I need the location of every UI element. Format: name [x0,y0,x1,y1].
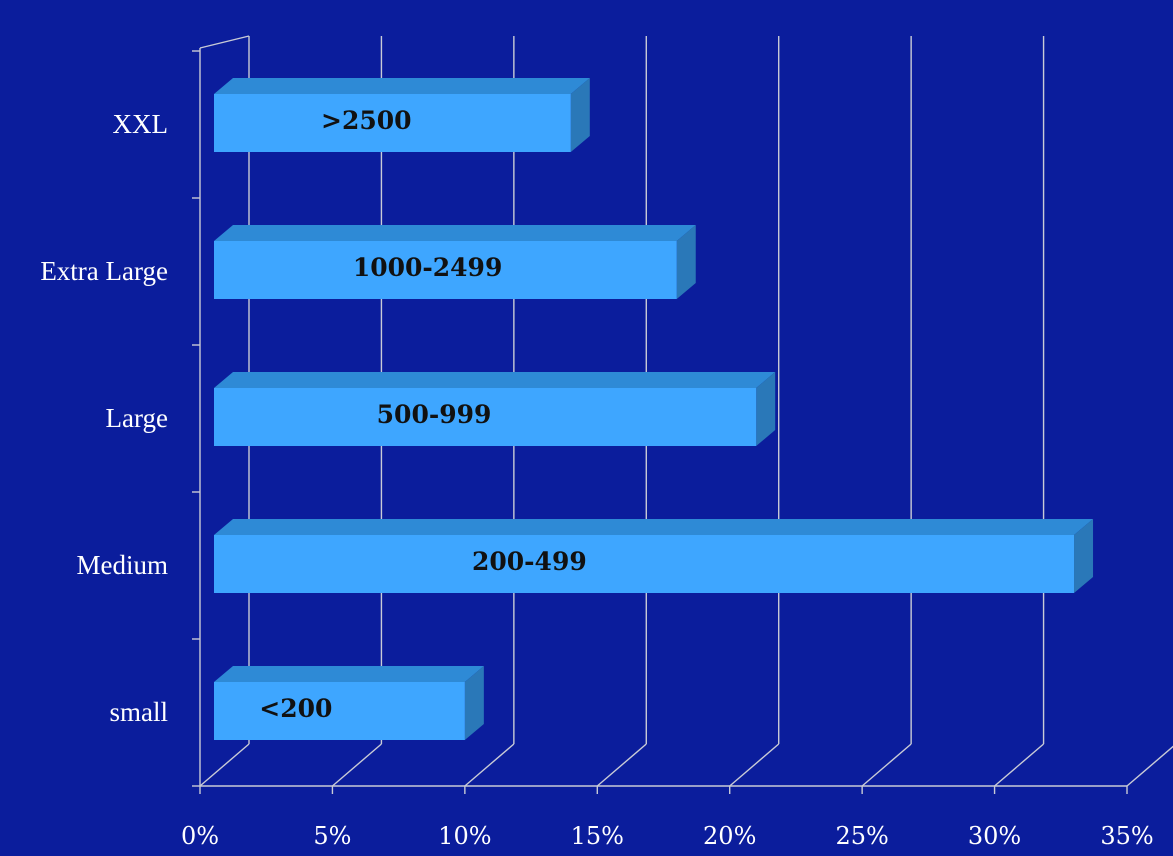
floor-gridline [464,743,515,787]
x-tick-label: 20% [703,822,756,850]
category-label: small [110,697,169,727]
floor-gridline [729,743,780,787]
bar-xxl [214,94,571,152]
bar-side-face [464,666,484,740]
bar-top-face [214,372,776,388]
category-label: Medium [77,550,169,580]
floor-gridline [199,743,250,787]
category-label: XXL [113,109,169,139]
labels: 0% 5% 10% 15% 20% 25% 30% 35% small <200 Medium 200… [40,106,1153,850]
y-axis-depth-line [199,35,250,49]
x-tick-label: 35% [1100,822,1153,850]
x-tick-label: 5% [313,822,351,850]
bar-large [214,388,757,446]
data-label: >2500 [321,106,412,135]
bar-side-face [676,225,696,299]
x-tick-label: 30% [968,822,1021,850]
x-tick-label: 15% [571,822,624,850]
floor-gridline [596,743,647,787]
axes [192,35,1128,794]
bar-side-face [570,78,590,152]
bar-top-face [214,225,696,241]
floor-gridline [1126,745,1173,787]
data-label: <200 [259,694,332,723]
bar-extra-large [214,241,677,299]
floor-gridline [331,743,382,787]
x-tick-label: 25% [835,822,888,850]
data-label: 1000-2499 [353,253,503,282]
bars [214,78,1094,740]
data-label: 500-999 [377,400,492,429]
x-tick-label: 0% [181,822,219,850]
bar-medium [214,535,1075,593]
x-tick-label: 10% [438,822,491,850]
bar-top-face [214,519,1094,535]
bar-side-face [1074,519,1094,593]
bar-small [214,682,465,740]
data-label: 200-499 [472,547,587,576]
category-label: Large [106,403,168,433]
bar-top-face [214,78,590,94]
category-label: Extra Large [40,256,168,286]
floor-gridline [994,743,1045,787]
floor-gridline [861,743,912,787]
bar-side-face [756,372,776,446]
bar-top-face [214,666,484,682]
